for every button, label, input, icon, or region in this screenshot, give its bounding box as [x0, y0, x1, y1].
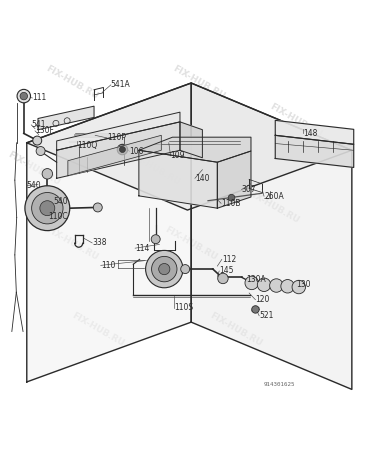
Text: 114: 114 [135, 243, 150, 252]
Text: 140: 140 [195, 174, 209, 183]
Text: 130F: 130F [35, 126, 54, 135]
Text: 112: 112 [222, 255, 236, 264]
Polygon shape [191, 83, 352, 389]
Circle shape [42, 169, 53, 179]
Circle shape [281, 279, 294, 293]
Circle shape [93, 203, 102, 212]
Circle shape [40, 201, 55, 216]
Text: 110C: 110C [48, 212, 68, 220]
Text: 540: 540 [53, 197, 68, 206]
Text: FIX-HUB.RU: FIX-HUB.RU [163, 225, 219, 262]
Text: 148: 148 [303, 129, 318, 138]
Polygon shape [139, 137, 251, 162]
Circle shape [17, 90, 31, 103]
Text: FIX-HUB.RU: FIX-HUB.RU [44, 225, 99, 262]
Circle shape [36, 147, 45, 156]
Text: 120: 120 [256, 295, 270, 304]
Circle shape [146, 250, 183, 288]
Circle shape [228, 194, 235, 201]
Text: FIX-HUB.RU: FIX-HUB.RU [268, 102, 324, 139]
Polygon shape [139, 150, 217, 208]
Circle shape [25, 186, 70, 230]
Circle shape [117, 144, 128, 155]
Polygon shape [27, 83, 352, 210]
Text: 338: 338 [92, 238, 107, 248]
Polygon shape [27, 83, 191, 382]
Polygon shape [180, 122, 202, 158]
Text: 106: 106 [130, 147, 144, 156]
Text: 109: 109 [170, 151, 185, 160]
Text: 260A: 260A [264, 192, 284, 201]
Circle shape [218, 273, 228, 284]
Circle shape [181, 265, 190, 274]
Circle shape [252, 306, 259, 313]
Text: 110P: 110P [107, 134, 126, 143]
Text: 130A: 130A [246, 274, 266, 284]
Text: 130: 130 [297, 279, 311, 288]
Circle shape [20, 92, 28, 100]
Text: 110B: 110B [221, 199, 240, 208]
Polygon shape [217, 151, 251, 208]
Text: FIX-HUB.RU: FIX-HUB.RU [126, 150, 181, 188]
Text: 521: 521 [259, 311, 274, 320]
Text: 307: 307 [242, 185, 256, 194]
Text: 145: 145 [219, 266, 234, 275]
Polygon shape [275, 135, 354, 167]
Text: FIX-HUB.RU: FIX-HUB.RU [6, 150, 62, 188]
Text: 110: 110 [101, 261, 115, 270]
Text: FIX-HUB.RU: FIX-HUB.RU [171, 64, 226, 102]
Polygon shape [68, 135, 161, 176]
Text: 111: 111 [33, 94, 46, 103]
Text: FIX-HUB.RU: FIX-HUB.RU [246, 188, 301, 225]
Text: 110S: 110S [174, 303, 194, 312]
Text: 541A: 541A [111, 81, 130, 90]
Circle shape [151, 235, 160, 244]
Polygon shape [275, 121, 354, 144]
Text: FIX-HUB.RU: FIX-HUB.RU [70, 311, 125, 348]
Circle shape [32, 193, 63, 224]
Circle shape [33, 136, 42, 145]
Circle shape [119, 147, 125, 153]
Text: 914301625: 914301625 [263, 382, 295, 387]
Text: 540: 540 [27, 181, 42, 190]
Circle shape [257, 278, 271, 292]
Circle shape [270, 279, 283, 292]
Circle shape [159, 264, 170, 274]
Text: FIX-HUB.RU: FIX-HUB.RU [44, 64, 99, 102]
Polygon shape [57, 122, 180, 178]
Polygon shape [57, 112, 180, 150]
Circle shape [292, 280, 305, 294]
Text: 541: 541 [31, 120, 46, 129]
Text: FIX-HUB.RU: FIX-HUB.RU [208, 311, 264, 348]
Circle shape [152, 256, 177, 282]
Circle shape [245, 276, 259, 290]
Text: 110Q: 110Q [77, 141, 98, 150]
Polygon shape [38, 106, 94, 130]
